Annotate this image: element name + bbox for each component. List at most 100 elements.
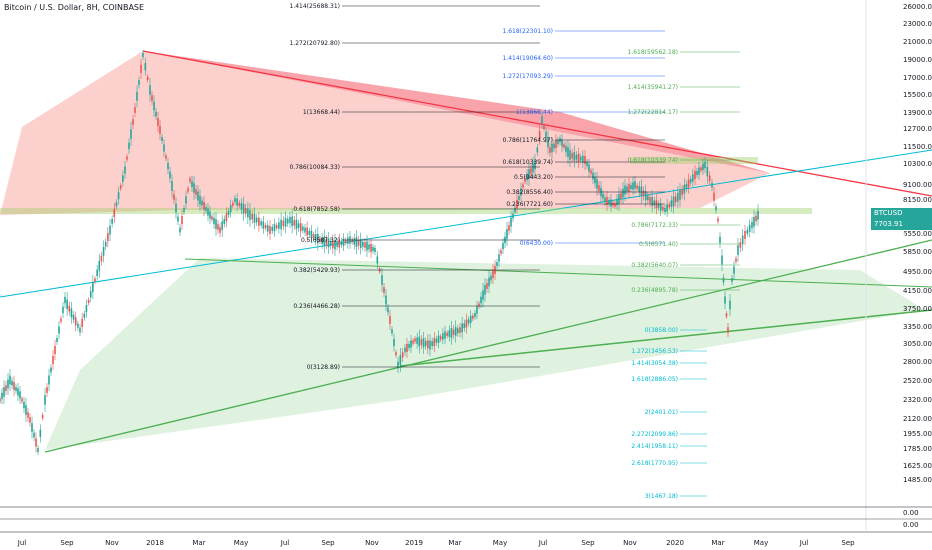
candle-body	[657, 203, 660, 208]
candle-body	[733, 266, 735, 274]
candle-body	[310, 230, 313, 238]
candle-body	[304, 227, 306, 233]
candle-body	[98, 260, 101, 271]
candle-body	[429, 340, 431, 350]
candle-body	[478, 303, 480, 307]
candle-body	[698, 167, 700, 175]
fib-label: 1.272(22814.17)	[628, 109, 679, 116]
candle-body	[134, 107, 136, 113]
candle-body	[83, 313, 86, 318]
candle-body	[372, 247, 374, 251]
level-band	[0, 208, 812, 214]
candle-body	[422, 338, 425, 348]
candle-body	[498, 254, 500, 262]
candle-body	[590, 170, 592, 174]
candle-body	[153, 101, 155, 111]
y-tick-label: 17000.00	[903, 74, 932, 82]
candle-body	[275, 225, 278, 229]
candle-body	[713, 192, 715, 201]
y-tick-label: 5850.00	[903, 248, 932, 256]
candle-body	[711, 182, 713, 188]
candle-body	[700, 167, 702, 171]
price-countdown: 03:41:54	[874, 231, 906, 239]
fib-label: 2.414(1958.11)	[631, 443, 678, 450]
fib-label: 1.618(2886.05)	[631, 376, 678, 383]
candle-body	[94, 278, 96, 282]
candle-body	[242, 203, 245, 214]
fib-label: 0.618(7852.58)	[293, 206, 340, 213]
candle-body	[383, 287, 385, 293]
candle-body	[476, 306, 478, 314]
candle-body	[155, 111, 157, 117]
fib-label: 0.382(8556.40)	[506, 189, 553, 196]
candle-body	[251, 213, 254, 220]
candle-body	[722, 277, 725, 283]
fib-label: 0.236(4895.78)	[631, 287, 678, 294]
candle-body	[416, 337, 418, 344]
candle-body	[81, 318, 83, 327]
x-tick-label: Jul	[799, 539, 809, 547]
candle-body	[387, 307, 389, 313]
candle-body	[486, 283, 488, 289]
candle-body	[414, 338, 416, 342]
candle-body	[181, 216, 183, 224]
candle-body	[238, 202, 241, 206]
candle-body	[5, 385, 7, 391]
candle-body	[401, 352, 404, 358]
candle-body	[708, 175, 711, 182]
candle-body	[729, 300, 731, 310]
candle-body	[183, 208, 185, 212]
y-tick-label: 8150.00	[903, 196, 932, 204]
x-tick-label: Nov	[365, 539, 379, 547]
fib-label: 0.5(6571.40)	[639, 241, 678, 248]
candle-body	[79, 327, 81, 333]
candle-body	[677, 192, 679, 202]
candle-body	[448, 330, 451, 337]
fib-label: 2.272(2099.86)	[631, 431, 678, 438]
candle-body	[102, 247, 105, 256]
candle-body	[351, 239, 353, 243]
candle-body	[751, 221, 753, 229]
candle-body	[446, 332, 448, 336]
candle-body	[594, 176, 596, 184]
candle-body	[582, 155, 584, 163]
candle-body	[199, 195, 201, 205]
candle-body	[236, 198, 238, 206]
candle-body	[662, 206, 664, 211]
y-tick-label: 10300.00	[903, 160, 932, 168]
candle-body	[72, 314, 75, 320]
y-tick-label: 4150.00	[903, 287, 932, 295]
candle-body	[706, 166, 709, 177]
candle-body	[312, 234, 315, 238]
candle-body	[159, 126, 161, 134]
red-trendline	[142, 50, 932, 197]
candle-body	[173, 194, 175, 200]
candle-body	[642, 190, 645, 197]
candle-body	[482, 290, 484, 300]
candle-body	[167, 162, 169, 170]
candle-body	[755, 215, 757, 222]
candle-body	[408, 344, 410, 348]
price-symbol: BTCUSD	[874, 209, 903, 217]
candle-body	[266, 225, 269, 232]
candle-body	[717, 218, 719, 222]
candle-body	[308, 230, 311, 235]
candle-body	[496, 262, 498, 266]
candle-body	[44, 395, 46, 405]
candle-body	[502, 242, 504, 250]
x-tick-label: Nov	[105, 539, 119, 547]
candle-body	[179, 227, 181, 233]
candle-body	[679, 190, 681, 200]
candle-body	[17, 388, 19, 396]
candle-body	[488, 277, 490, 287]
candle-body	[70, 308, 73, 318]
candle-body	[561, 139, 563, 147]
candle-body	[604, 197, 606, 203]
candle-body	[23, 401, 25, 409]
candle-body	[735, 258, 737, 262]
candle-body	[302, 226, 304, 231]
candle-body	[614, 203, 616, 207]
candle-body	[284, 217, 287, 227]
candle-body	[35, 438, 37, 447]
